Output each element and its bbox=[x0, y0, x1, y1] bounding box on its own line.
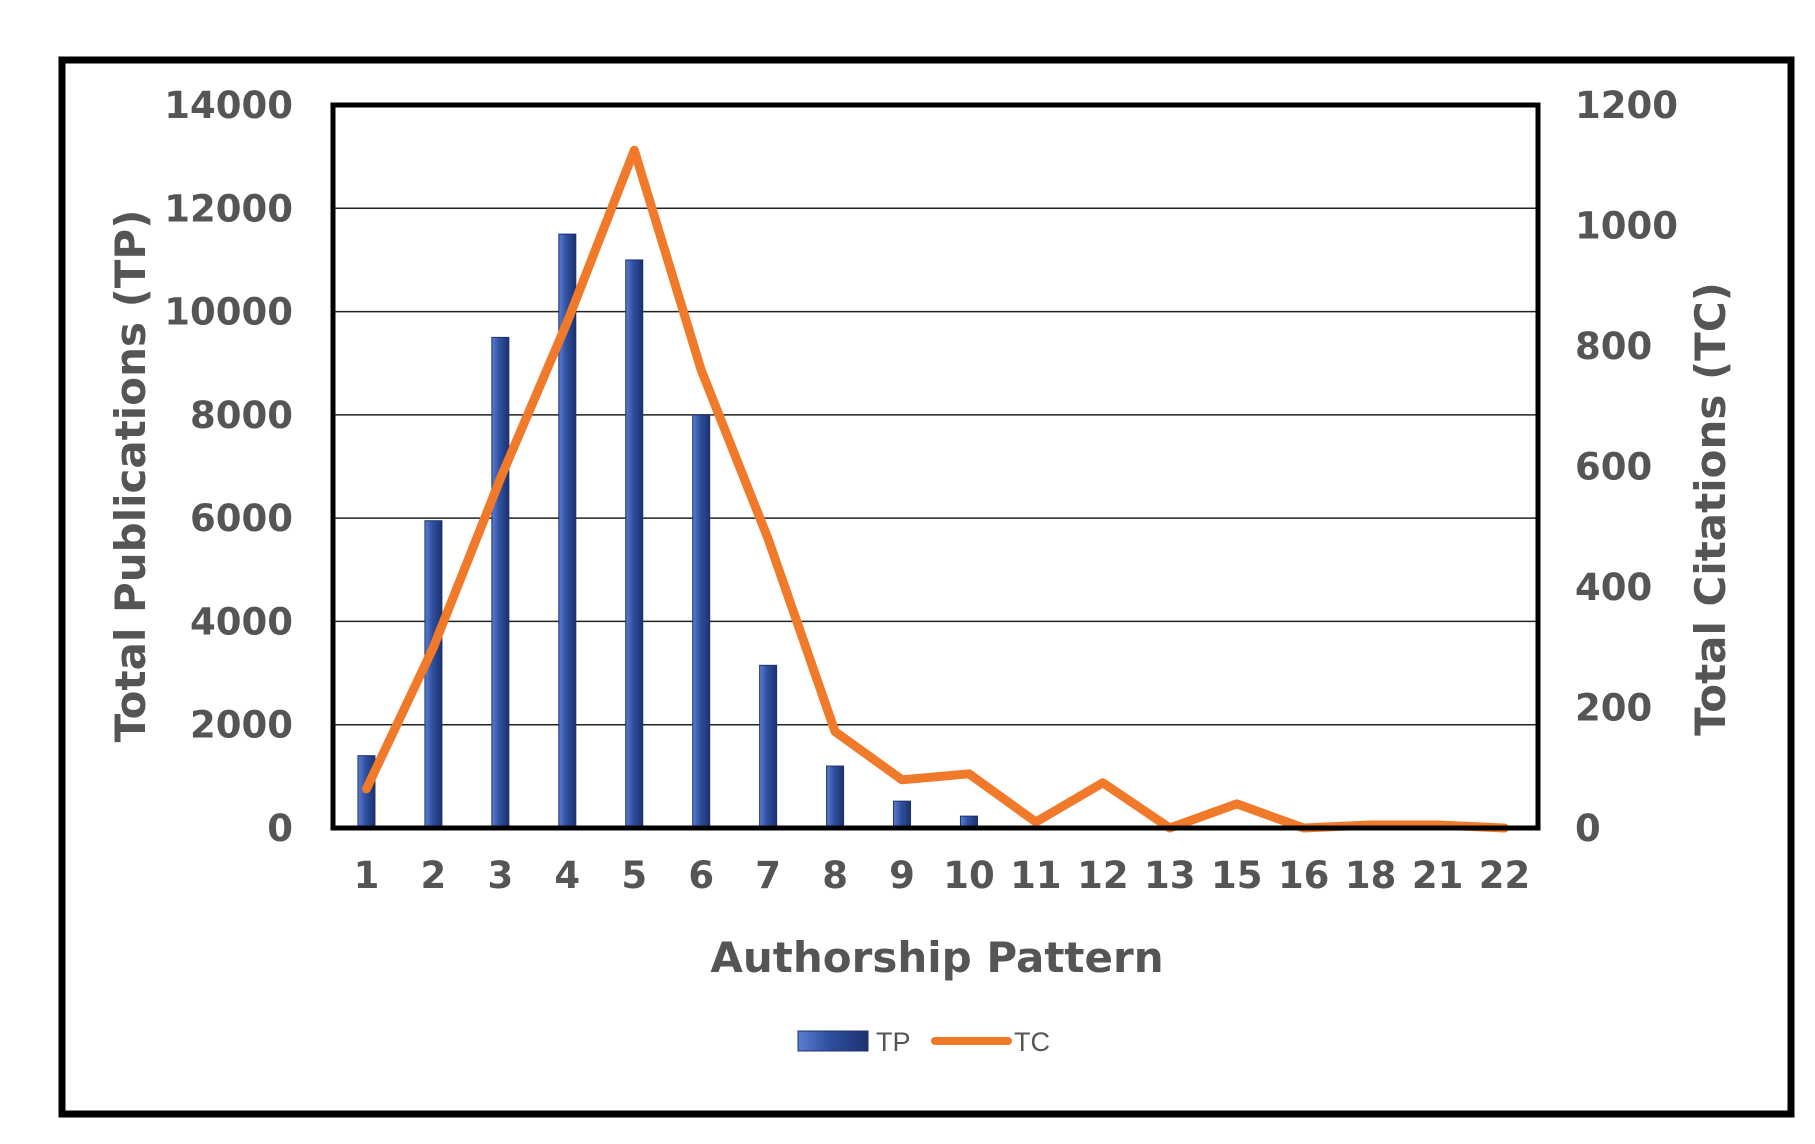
y2-tick-label: 1000 bbox=[1575, 205, 1678, 248]
x-axis-title: Authorship Pattern bbox=[710, 933, 1163, 982]
x-tick-label: 4 bbox=[554, 854, 580, 897]
x-tick-label: 16 bbox=[1278, 854, 1330, 897]
bar-tp-6 bbox=[692, 414, 711, 829]
y-tick-label: 14000 bbox=[164, 84, 293, 127]
x-tick-label: 15 bbox=[1211, 854, 1263, 897]
x-tick-label: 21 bbox=[1412, 854, 1464, 897]
y-tick-label: 6000 bbox=[190, 497, 293, 540]
bar-tp-5 bbox=[625, 259, 644, 829]
y2-tick-label: 200 bbox=[1575, 687, 1652, 730]
y-axis-title: Total Publications (TP) bbox=[106, 210, 155, 743]
plot-area-border bbox=[330, 102, 1541, 831]
x-tick-label: 12 bbox=[1077, 854, 1129, 897]
y-tick-label: 10000 bbox=[164, 291, 293, 334]
x-tick-label: 10 bbox=[943, 854, 995, 897]
x-tick-label: 8 bbox=[822, 854, 848, 897]
bar-tp-7 bbox=[759, 664, 778, 829]
legend: TP TC bbox=[797, 1027, 1050, 1057]
bar-tp-3 bbox=[491, 336, 510, 829]
y-axis-left: 0 2000 4000 6000 8000 10000 12000 14000 bbox=[164, 84, 293, 850]
x-tick-label: 22 bbox=[1479, 854, 1531, 897]
x-tick-label: 18 bbox=[1345, 854, 1397, 897]
bar-tp-2 bbox=[424, 520, 443, 829]
x-axis: 1 2 3 4 5 6 7 8 9 10 11 12 13 15 16 18 21 22 bbox=[354, 854, 1531, 897]
x-tick-label: 7 bbox=[755, 854, 781, 897]
y2-tick-label: 1200 bbox=[1575, 84, 1678, 127]
bar-tp-8 bbox=[826, 765, 845, 829]
y2-tick-label: 400 bbox=[1575, 566, 1652, 609]
y-tick-label: 0 bbox=[267, 807, 293, 850]
y2-tick-label: 800 bbox=[1575, 325, 1652, 368]
bar-tp-9 bbox=[893, 800, 912, 829]
legend-swatch-tp bbox=[797, 1030, 869, 1052]
y-tick-label: 2000 bbox=[190, 704, 293, 747]
x-tick-label: 3 bbox=[487, 854, 513, 897]
x-tick-label: 2 bbox=[421, 854, 447, 897]
outer-border bbox=[58, 56, 1795, 1118]
y2-tick-label: 600 bbox=[1575, 446, 1652, 489]
legend-label-tc: TC bbox=[1014, 1027, 1050, 1057]
x-tick-label: 5 bbox=[621, 854, 647, 897]
x-tick-label: 13 bbox=[1144, 854, 1196, 897]
x-tick-label: 11 bbox=[1010, 854, 1062, 897]
x-tick-label: 1 bbox=[354, 854, 380, 897]
x-tick-label: 9 bbox=[889, 854, 915, 897]
legend-label-tp: TP bbox=[876, 1027, 911, 1057]
y-tick-label: 4000 bbox=[190, 600, 293, 643]
y-tick-label: 12000 bbox=[164, 187, 293, 230]
x-tick-label: 6 bbox=[688, 854, 714, 897]
y2-tick-label: 0 bbox=[1575, 807, 1601, 850]
y-axis-right: 0 200 400 600 800 1000 1200 bbox=[1575, 84, 1678, 850]
y2-axis-title: Total Citations (TC) bbox=[1686, 282, 1735, 736]
y-tick-label: 8000 bbox=[190, 394, 293, 437]
